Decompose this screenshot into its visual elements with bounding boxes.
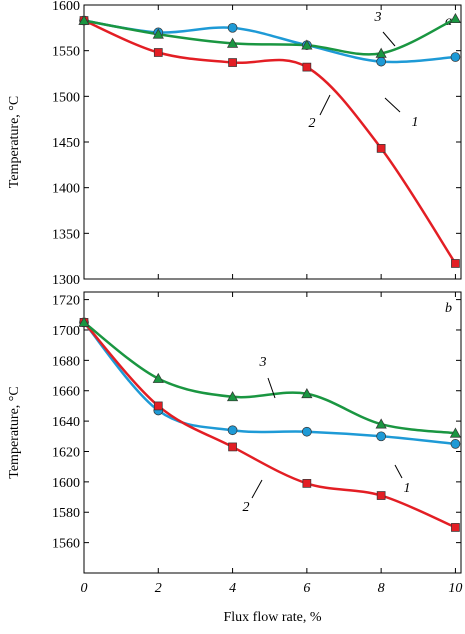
marker (375, 47, 387, 58)
y-tick-label: 1660 (52, 385, 80, 400)
label-leader (384, 97, 401, 113)
y-tick-label: 1720 (52, 294, 80, 309)
y-tick-label: 1500 (52, 90, 80, 105)
label-leader (267, 377, 276, 399)
marker (376, 56, 386, 67)
panel-label: b (445, 301, 452, 316)
label-leader (394, 464, 403, 479)
marker (451, 523, 460, 532)
series-line (83, 17, 456, 56)
marker (228, 58, 237, 67)
series-label: 2 (243, 500, 250, 515)
y-axis-label: Temperature, °C (7, 386, 22, 478)
x-tick-label: 10 (448, 581, 462, 596)
x-axis-label: Flux flow rate, % (224, 610, 322, 625)
series-label: 3 (259, 355, 267, 370)
marker (450, 439, 461, 449)
series-label: 2 (309, 116, 316, 131)
series-line (83, 19, 457, 265)
marker (449, 12, 462, 24)
y-tick-label: 1600 (52, 0, 80, 14)
marker (302, 479, 312, 488)
marker (451, 259, 460, 268)
marker (450, 52, 461, 62)
marker (78, 316, 90, 327)
series-label: 3 (374, 10, 382, 25)
marker (301, 388, 313, 399)
y-tick-label: 1620 (52, 445, 80, 460)
marker (376, 144, 386, 153)
marker (153, 48, 163, 57)
y-tick-label: 1580 (52, 506, 80, 521)
marker (152, 372, 164, 383)
y-tick-label: 1700 (52, 324, 80, 339)
series-line (83, 19, 456, 64)
y-tick-label: 1550 (52, 45, 80, 60)
marker (228, 442, 237, 452)
label-leader (382, 31, 396, 47)
marker (153, 401, 163, 411)
marker (375, 418, 387, 429)
marker (78, 14, 90, 25)
y-tick-label: 1400 (52, 182, 80, 197)
marker (302, 62, 312, 72)
series-label: 1 (412, 115, 419, 130)
marker (301, 39, 313, 50)
x-tick-label: 2 (155, 581, 162, 596)
marker (376, 431, 386, 442)
y-tick-label: 1350 (52, 227, 80, 242)
y-tick-label: 1680 (52, 354, 80, 369)
marker (449, 427, 462, 438)
x-tick-label: 6 (303, 581, 310, 596)
marker (376, 491, 386, 500)
label-leader (319, 94, 331, 116)
y-tick-label: 1600 (52, 476, 80, 491)
marker (226, 391, 239, 402)
y-tick-label: 1300 (52, 273, 80, 288)
marker (152, 28, 164, 39)
y-tick-label: 1640 (52, 415, 80, 430)
series-line (83, 321, 456, 529)
x-tick-label: 4 (229, 581, 236, 596)
marker (227, 425, 238, 436)
x-tick-label: 0 (81, 581, 88, 596)
y-tick-label: 1560 (52, 537, 80, 552)
plot-frame (83, 291, 462, 574)
marker (227, 22, 238, 33)
x-tick-label: 8 (378, 581, 385, 596)
y-tick-label: 1450 (52, 136, 80, 151)
series-label: 1 (404, 481, 411, 496)
label-leader (251, 479, 263, 499)
marker (302, 426, 312, 437)
y-axis-label: Temperature, °C (7, 96, 22, 188)
marker (226, 37, 239, 48)
series-line (83, 321, 456, 435)
